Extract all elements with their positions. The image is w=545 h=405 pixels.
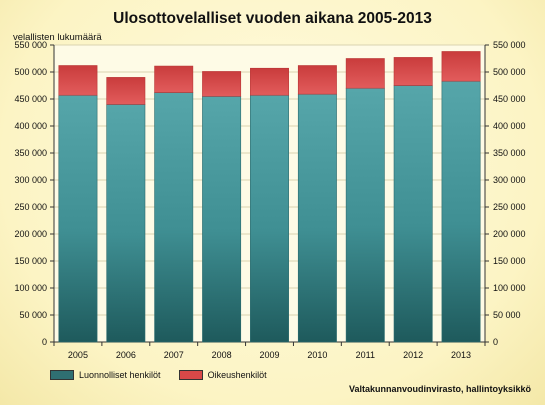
legend-label-oikeushenkilot: Oikeushenkilöt bbox=[207, 370, 267, 380]
bar-2010-luonnolliset bbox=[297, 93, 337, 343]
bar-2009-luonnolliset bbox=[250, 94, 289, 343]
y-tick-label-left: 100 000 bbox=[14, 283, 47, 293]
y-tick-label-left: 50 000 bbox=[19, 310, 47, 320]
tick-labels: 0 0 50 000 50 000 100 000 100 000 150 000 150 0… bbox=[14, 40, 525, 360]
y-tick-label-right: 150 000 bbox=[493, 256, 526, 266]
bar-2012-luonnolliset bbox=[393, 85, 433, 343]
x-tick-label-2011: 2011 bbox=[356, 350, 375, 360]
x-tick-label-2010: 2010 bbox=[307, 350, 327, 360]
bar-2008-oikeushenkilot bbox=[202, 71, 242, 97]
y-tick-label-left: 250 000 bbox=[14, 202, 47, 212]
bar-2013-luonnolliset bbox=[441, 80, 481, 343]
bars bbox=[58, 51, 481, 343]
bar-2009-oikeushenkilot bbox=[250, 67, 289, 96]
bar-2007-oikeushenkilot bbox=[154, 65, 194, 93]
y-tick-label-left: 400 000 bbox=[14, 121, 47, 131]
y-tick-label-left: 500 000 bbox=[14, 67, 47, 77]
x-tick-label-2008: 2008 bbox=[212, 350, 232, 360]
y-tick-label-right: 200 000 bbox=[493, 229, 526, 239]
y-tick-label-left: 150 000 bbox=[14, 256, 47, 266]
chart-title: Ulosottovelalliset vuoden aikana 2005-20… bbox=[113, 10, 432, 27]
bar-2006-luonnolliset bbox=[106, 104, 146, 343]
y-tick-label-right: 0 bbox=[493, 337, 498, 347]
x-tick-label-2009: 2009 bbox=[259, 350, 279, 360]
x-tick-label-2006: 2006 bbox=[116, 350, 136, 360]
legend-item-oikeushenkilot: Oikeushenkilöt bbox=[178, 370, 267, 380]
bar-2010-oikeushenkilot bbox=[297, 65, 337, 95]
legend: Luonnolliset henkilöt Oikeushenkilöt bbox=[50, 370, 267, 380]
bar-2005-luonnolliset bbox=[58, 94, 98, 343]
y-tick-label-right: 550 000 bbox=[493, 40, 526, 50]
y-tick-label-left: 550 000 bbox=[14, 40, 47, 50]
y-tick-label-right: 300 000 bbox=[493, 175, 526, 185]
bar-2007-luonnolliset bbox=[154, 92, 194, 343]
y-tick-label-right: 500 000 bbox=[493, 67, 526, 77]
y-tick-label-left: 300 000 bbox=[14, 175, 47, 185]
y-tick-label-right: 100 000 bbox=[493, 283, 526, 293]
bar-2013-oikeushenkilot bbox=[441, 51, 481, 82]
x-tick-label-2012: 2012 bbox=[403, 350, 423, 360]
y-axis-label: velallisten lukumäärä bbox=[13, 32, 102, 43]
legend-label-luonnolliset: Luonnolliset henkilöt bbox=[79, 370, 161, 380]
y-tick-label-left: 200 000 bbox=[14, 229, 47, 239]
source-credit: Valtakunnanvoudinvirasto, hallintoyksikk… bbox=[348, 384, 531, 394]
bar-2011-oikeushenkilot bbox=[345, 58, 385, 89]
legend-item-luonnolliset: Luonnolliset henkilöt bbox=[50, 370, 161, 380]
legend-swatch-red bbox=[178, 370, 203, 380]
bar-2012-oikeushenkilot bbox=[393, 57, 433, 86]
y-tick-label-left: 0 bbox=[42, 337, 47, 347]
y-tick-label-left: 450 000 bbox=[14, 94, 47, 104]
y-tick-label-right: 400 000 bbox=[493, 121, 526, 131]
x-tick-label-2005: 2005 bbox=[68, 350, 88, 360]
y-tick-label-right: 450 000 bbox=[493, 94, 526, 104]
legend-swatch-teal bbox=[50, 370, 74, 380]
bar-2005-oikeushenkilot bbox=[58, 65, 98, 96]
y-tick-label-right: 350 000 bbox=[493, 148, 526, 158]
bar-2006-oikeushenkilot bbox=[106, 77, 146, 105]
bar-2011-luonnolliset bbox=[345, 87, 385, 343]
bar-2008-luonnolliset bbox=[202, 96, 242, 343]
y-tick-label-right: 50 000 bbox=[493, 310, 521, 320]
x-tick-label-2007: 2007 bbox=[164, 350, 184, 360]
y-tick-label-left: 350 000 bbox=[14, 148, 47, 158]
y-tick-label-right: 250 000 bbox=[493, 202, 526, 212]
x-tick-label-2013: 2013 bbox=[451, 350, 471, 360]
